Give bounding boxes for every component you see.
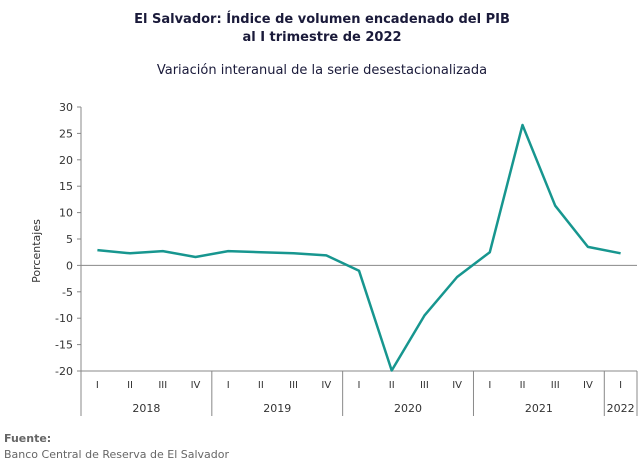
x-year-label: 2020 (394, 402, 422, 415)
y-axis-label: Porcentajes (30, 219, 43, 283)
x-quarter-label: IV (452, 380, 462, 391)
x-year-label: 2022 (607, 402, 635, 415)
chart-subtitle: Variación interanual de la serie desesta… (156, 63, 488, 78)
y-tick-label: 25 (59, 127, 73, 140)
x-quarter-label: IV (191, 380, 201, 391)
series-line (97, 123, 621, 372)
x-quarter-label: I (227, 380, 230, 391)
x-year-label: 2018 (132, 402, 160, 415)
y-tick-label: 15 (59, 180, 73, 193)
x-quarter-label: I (96, 380, 99, 391)
y-tick-label: 5 (66, 233, 73, 246)
x-quarter-label: III (158, 380, 167, 391)
x-quarter-label: I (488, 380, 491, 391)
x-quarter-label: III (420, 380, 429, 391)
x-quarter-label: II (389, 380, 395, 391)
chart-title-line2: al I trimestre de 2022 (242, 30, 402, 45)
y-tick-label: -15 (55, 339, 73, 352)
x-quarter-label: I (619, 380, 622, 391)
x-quarter-label: III (551, 380, 560, 391)
y-tick-label: 0 (66, 259, 73, 272)
x-quarter-label: II (258, 380, 264, 391)
y-tick-label: 30 (59, 101, 73, 114)
y-tick-label: 20 (59, 154, 73, 167)
y-tick-label: -20 (55, 365, 73, 378)
x-quarter-label: III (289, 380, 298, 391)
chart-title-line1: El Salvador: Índice de volumen encadenad… (134, 12, 510, 27)
x-quarter-label: II (520, 380, 526, 391)
y-tick-label: -10 (55, 312, 73, 325)
x-quarter-label: I (358, 380, 361, 391)
footer-source: Banco Central de Reserva de El Salvador (4, 448, 230, 461)
footer-label: Fuente: (4, 432, 52, 445)
x-quarter-label: IV (583, 380, 593, 391)
y-tick-label: -5 (62, 286, 73, 299)
x-quarter-label: IV (321, 380, 331, 391)
y-tick-label: 10 (59, 207, 73, 220)
x-year-label: 2019 (263, 402, 291, 415)
x-year-label: 2021 (525, 402, 553, 415)
x-quarter-label: II (127, 380, 133, 391)
